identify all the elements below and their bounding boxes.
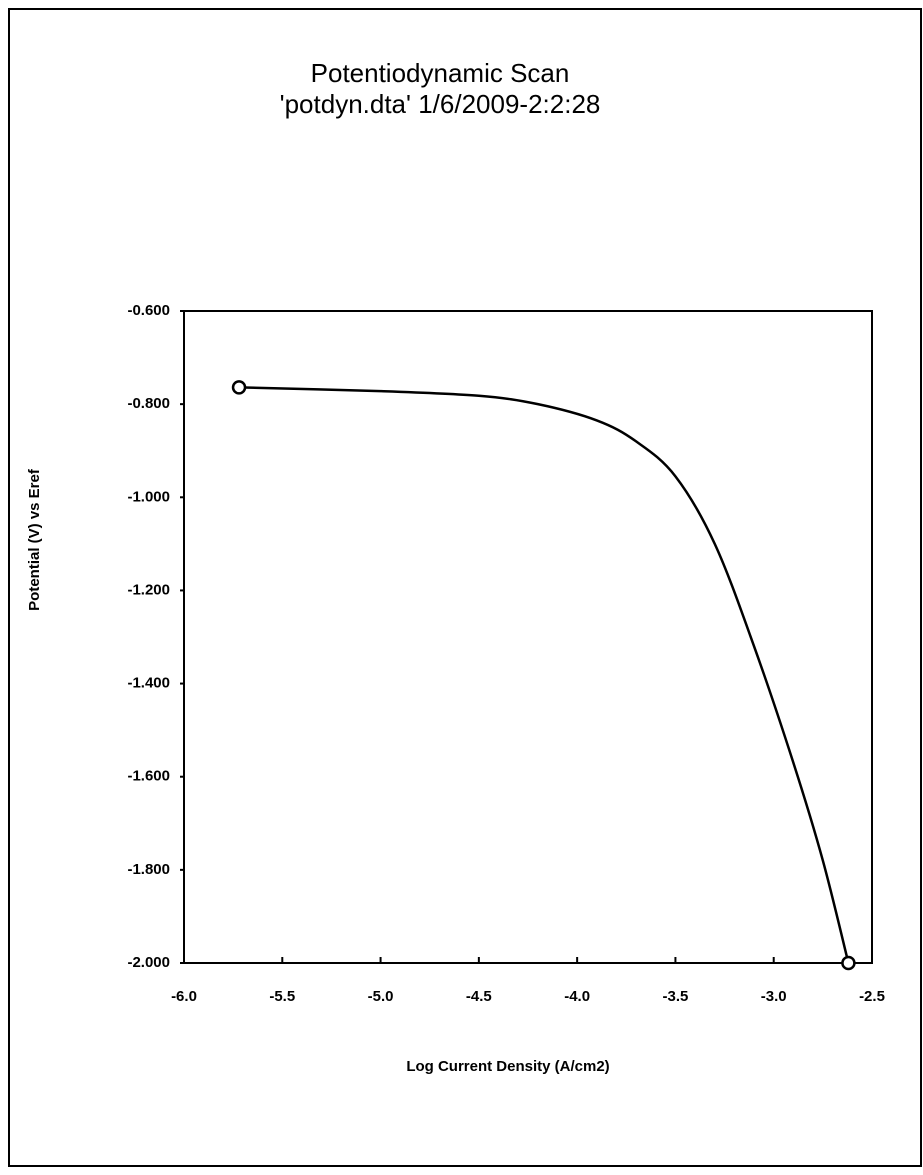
y-axis-label: Potential (V) vs Eref xyxy=(26,468,43,611)
end-marker xyxy=(841,955,856,971)
y-tick-label: -0.800 xyxy=(127,395,170,412)
end-marker xyxy=(231,380,247,395)
x-tick-label: -4.0 xyxy=(564,988,590,1005)
x-tick-label: -3.0 xyxy=(761,988,787,1005)
y-tick-label: -1.800 xyxy=(127,861,170,878)
x-tick-label: -5.5 xyxy=(269,988,295,1005)
y-tick-label: -1.000 xyxy=(127,488,170,505)
data-line xyxy=(239,386,850,964)
x-axis-label: Log Current Density (A/cm2) xyxy=(406,1058,609,1075)
x-tick-label: -2.5 xyxy=(859,988,885,1005)
frame xyxy=(8,8,922,1167)
x-tick-label: -3.5 xyxy=(662,988,688,1005)
y-tick-label: -1.600 xyxy=(127,768,170,785)
y-tick-label: -1.400 xyxy=(127,675,170,692)
y-tick-label: -1.200 xyxy=(127,581,170,598)
y-tick-label: -0.600 xyxy=(127,302,170,319)
chart-title: Potentiodynamic Scan xyxy=(311,58,570,88)
x-tick-label: -5.0 xyxy=(368,988,394,1005)
x-tick-label: -4.5 xyxy=(466,988,492,1005)
chart-subtitle: 'potdyn.dta' 1/6/2009-2:2:28 xyxy=(280,89,601,119)
x-tick-label: -6.0 xyxy=(171,988,197,1005)
plot-area xyxy=(183,310,873,964)
y-tick-label: -2.000 xyxy=(127,954,170,971)
